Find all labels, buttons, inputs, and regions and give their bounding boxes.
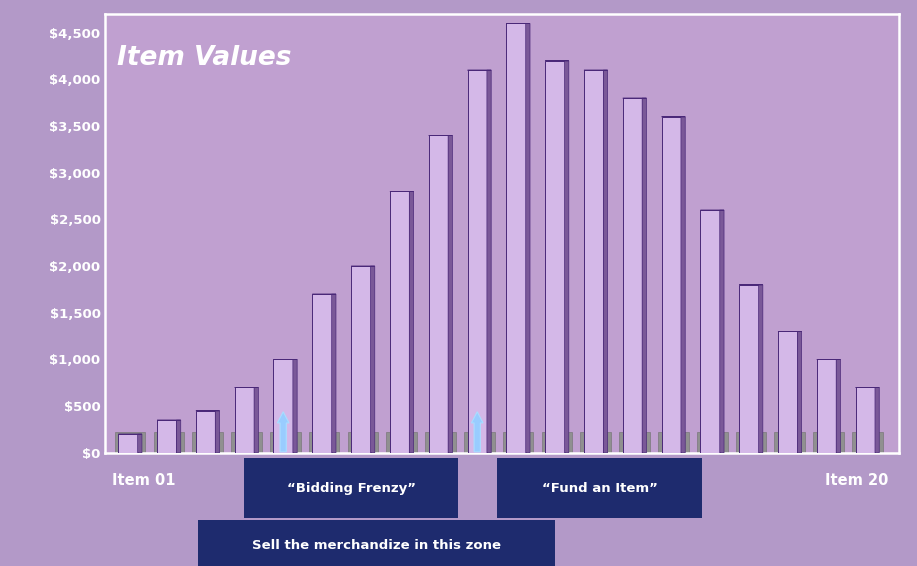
Bar (273, 359, 293, 453)
Bar (545, 61, 565, 453)
Bar (313, 294, 332, 453)
Polygon shape (332, 294, 336, 453)
Polygon shape (487, 70, 492, 453)
Bar (309, 432, 339, 453)
Text: Item 01: Item 01 (112, 473, 175, 487)
Polygon shape (176, 420, 181, 453)
Bar (390, 191, 409, 453)
Bar (580, 432, 611, 453)
Bar (852, 432, 883, 453)
Bar (196, 411, 215, 453)
Text: “Fund an Item”: “Fund an Item” (542, 482, 657, 495)
Bar (503, 432, 534, 453)
FancyBboxPatch shape (497, 458, 702, 518)
Bar (817, 359, 836, 453)
Bar (157, 420, 176, 453)
Bar (468, 70, 487, 453)
Bar (118, 434, 138, 453)
Bar (623, 98, 642, 453)
Text: Sell the merchandize in this zone: Sell the merchandize in this zone (252, 539, 501, 551)
Polygon shape (758, 285, 763, 453)
Bar (506, 23, 525, 453)
Text: “Bidding Frenzy”: “Bidding Frenzy” (287, 482, 415, 495)
Bar (584, 70, 603, 453)
Polygon shape (720, 210, 724, 453)
Bar (270, 432, 301, 453)
Bar (701, 210, 720, 453)
Polygon shape (875, 388, 879, 453)
Bar (697, 432, 727, 453)
FancyBboxPatch shape (245, 458, 458, 518)
Text: Item 20: Item 20 (824, 473, 889, 487)
Bar (778, 332, 798, 453)
FancyArrow shape (277, 411, 289, 452)
Bar (425, 432, 456, 453)
Bar (115, 432, 146, 453)
Polygon shape (138, 434, 142, 453)
Bar (813, 432, 844, 453)
Bar (661, 117, 681, 453)
Bar (856, 388, 875, 453)
Bar (429, 135, 448, 453)
Polygon shape (525, 23, 530, 453)
Bar (735, 432, 767, 453)
Polygon shape (215, 411, 219, 453)
Bar (386, 432, 417, 453)
Polygon shape (370, 266, 375, 453)
Bar (739, 285, 758, 453)
Polygon shape (293, 359, 297, 453)
Bar (658, 432, 689, 453)
Polygon shape (642, 98, 646, 453)
Bar (619, 432, 650, 453)
Polygon shape (836, 359, 841, 453)
Polygon shape (681, 117, 685, 453)
Bar (235, 388, 254, 453)
Bar (348, 432, 379, 453)
Bar (464, 432, 494, 453)
Bar (542, 432, 572, 453)
Polygon shape (254, 388, 259, 453)
Bar (351, 266, 370, 453)
Polygon shape (409, 191, 414, 453)
Bar (193, 432, 223, 453)
FancyBboxPatch shape (198, 520, 555, 566)
Bar (775, 432, 805, 453)
Polygon shape (603, 70, 608, 453)
Polygon shape (565, 61, 569, 453)
Polygon shape (798, 332, 801, 453)
Bar (231, 432, 262, 453)
Bar (153, 432, 184, 453)
Text: Item Values: Item Values (117, 45, 292, 71)
Polygon shape (448, 135, 452, 453)
FancyArrow shape (471, 411, 483, 452)
